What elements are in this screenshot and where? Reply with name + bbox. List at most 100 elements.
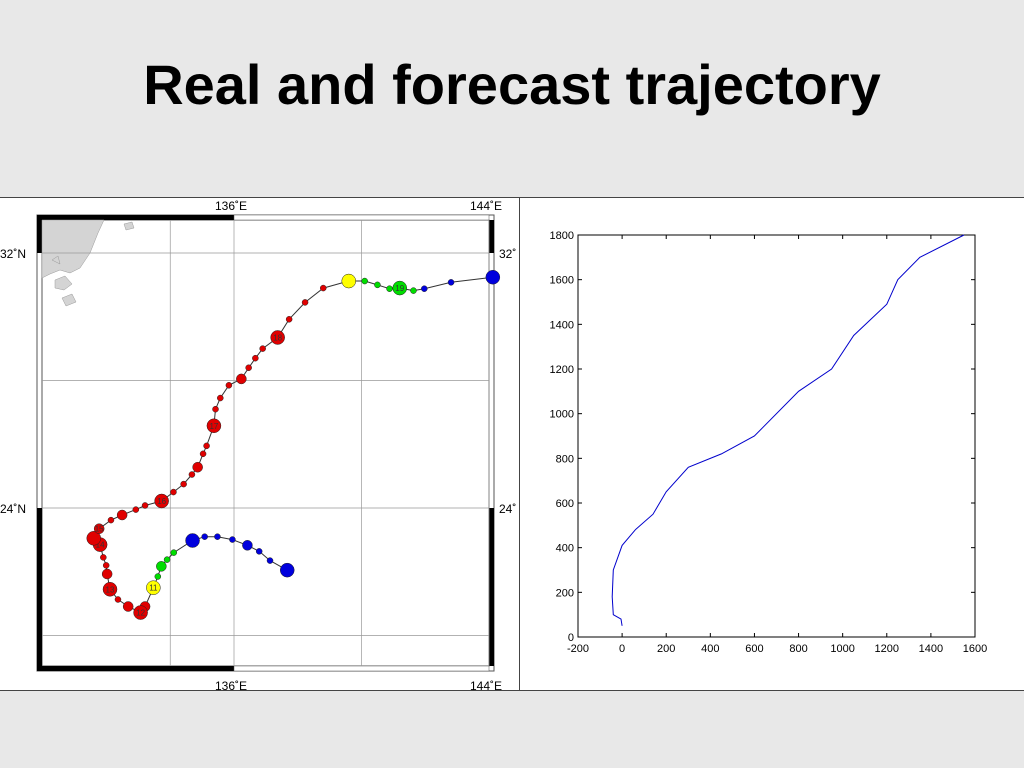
track-day-label: 16 bbox=[157, 497, 166, 506]
map-border-top-black bbox=[37, 215, 234, 220]
land-mass bbox=[41, 219, 105, 307]
map-border-bottom-white bbox=[233, 665, 490, 672]
map-border-top-white bbox=[233, 214, 490, 221]
trajectory-line bbox=[611, 234, 965, 626]
map-border-right-black-1 bbox=[489, 220, 494, 253]
track-day-label: 13 bbox=[106, 585, 115, 594]
track-point bbox=[214, 533, 221, 540]
map-frame-outer bbox=[36, 214, 495, 672]
track-point bbox=[279, 562, 295, 578]
y-tick-label: 1200 bbox=[550, 364, 574, 376]
track-day-label: 14 bbox=[96, 541, 105, 550]
track-map: 11 12 13 14 15 16 17 18 19 136˚E 144˚E 136˚E 144… bbox=[0, 199, 516, 692]
x-tick-label: 800 bbox=[789, 643, 807, 655]
track-point bbox=[410, 287, 417, 294]
track-point bbox=[301, 299, 309, 306]
plot-axes: -200 0 200 400 600 800 1000 1200 1400 16000200400… bbox=[550, 230, 988, 655]
track-point bbox=[156, 561, 167, 572]
track-point bbox=[192, 461, 203, 473]
track-point bbox=[386, 285, 393, 292]
x-tick-label: -200 bbox=[567, 643, 589, 655]
track-point bbox=[374, 281, 381, 289]
track-point bbox=[229, 536, 236, 543]
track-point bbox=[341, 273, 356, 289]
track-point bbox=[392, 280, 407, 296]
track-day-label: 12 bbox=[136, 609, 145, 618]
land-mass-small bbox=[123, 221, 135, 231]
distance-plot: -200 0 200 400 600 800 1000 1200 1400 16000200400… bbox=[550, 230, 988, 655]
track-point bbox=[185, 533, 200, 548]
track-point bbox=[146, 580, 161, 595]
track-point bbox=[188, 471, 196, 478]
track-point bbox=[180, 480, 187, 488]
track-point bbox=[421, 285, 428, 292]
track-point bbox=[285, 316, 293, 323]
y-tick-label: 0 bbox=[568, 632, 574, 644]
track-day-label: 19 bbox=[395, 284, 404, 293]
track-point bbox=[361, 277, 368, 285]
track-point bbox=[206, 418, 222, 434]
track-point bbox=[212, 405, 219, 413]
y-tick-label: 1400 bbox=[550, 319, 574, 331]
map-label-left-32n: 32˚N bbox=[0, 247, 26, 261]
track-point bbox=[100, 554, 107, 561]
map-gridlines bbox=[42, 220, 490, 666]
plot-panel: -200 0 200 400 600 800 1000 1200 1400 1600 0 200 400… bbox=[520, 197, 1024, 691]
track-point bbox=[245, 364, 252, 371]
y-tick-label: 400 bbox=[556, 543, 574, 555]
x-tick-label: 1000 bbox=[830, 643, 854, 655]
map-border-right-black-2 bbox=[489, 508, 494, 666]
x-tick-label: 400 bbox=[701, 643, 719, 655]
track-day-label: 17 bbox=[209, 422, 218, 431]
track-point bbox=[201, 533, 208, 540]
track-point bbox=[225, 382, 233, 389]
track-point bbox=[114, 596, 122, 603]
track-point bbox=[107, 516, 115, 524]
y-tick-label: 1000 bbox=[550, 409, 574, 421]
x-tick-label: 600 bbox=[745, 643, 763, 655]
map-border-bottom-black bbox=[37, 666, 234, 671]
x-tick-label: 0 bbox=[619, 643, 625, 655]
track-point bbox=[93, 523, 105, 534]
track-point bbox=[163, 556, 171, 563]
track-point bbox=[485, 269, 501, 285]
y-tick-label: 200 bbox=[556, 587, 574, 599]
track-point bbox=[122, 601, 134, 612]
track-point bbox=[203, 442, 210, 450]
track-point bbox=[236, 373, 247, 385]
map-label-left-24n: 24˚N bbox=[0, 502, 26, 516]
track-point bbox=[170, 549, 178, 556]
track-point bbox=[86, 531, 101, 546]
track-point bbox=[101, 568, 113, 580]
map-panel: 11 12 13 14 15 16 17 18 19 136˚E 144˚E 136˚E 144… bbox=[0, 197, 520, 692]
track-point bbox=[141, 502, 149, 509]
track-point bbox=[133, 605, 148, 620]
track-point bbox=[270, 330, 285, 345]
track-line bbox=[93, 276, 493, 614]
track-point bbox=[132, 506, 140, 513]
track-series: 11 12 13 14 15 16 17 18 19 bbox=[86, 269, 501, 620]
map-label-right-32: 32˚ bbox=[499, 247, 516, 261]
track-point bbox=[259, 345, 266, 352]
y-tick-label: 1600 bbox=[550, 275, 574, 287]
track-point bbox=[242, 540, 253, 551]
track-point bbox=[102, 582, 118, 597]
x-tick-label: 1200 bbox=[875, 643, 899, 655]
track-point bbox=[255, 548, 263, 555]
track-point bbox=[217, 394, 224, 402]
track-point bbox=[154, 573, 162, 580]
track-day-label: 18 bbox=[273, 333, 282, 342]
track-day-label: 11 bbox=[149, 584, 158, 593]
map-border-left-black-1 bbox=[37, 220, 42, 253]
track-point bbox=[154, 493, 169, 509]
plot-frame bbox=[577, 234, 976, 638]
track-point bbox=[170, 488, 177, 496]
track-point bbox=[102, 562, 110, 569]
track-point bbox=[320, 284, 327, 292]
track-point bbox=[252, 354, 259, 362]
y-tick-label: 600 bbox=[556, 498, 574, 510]
map-border-left-black-2 bbox=[37, 508, 42, 666]
y-tick-label: 800 bbox=[556, 453, 574, 465]
track-point bbox=[116, 509, 128, 521]
map-label-top-144: 144˚E bbox=[470, 199, 502, 213]
